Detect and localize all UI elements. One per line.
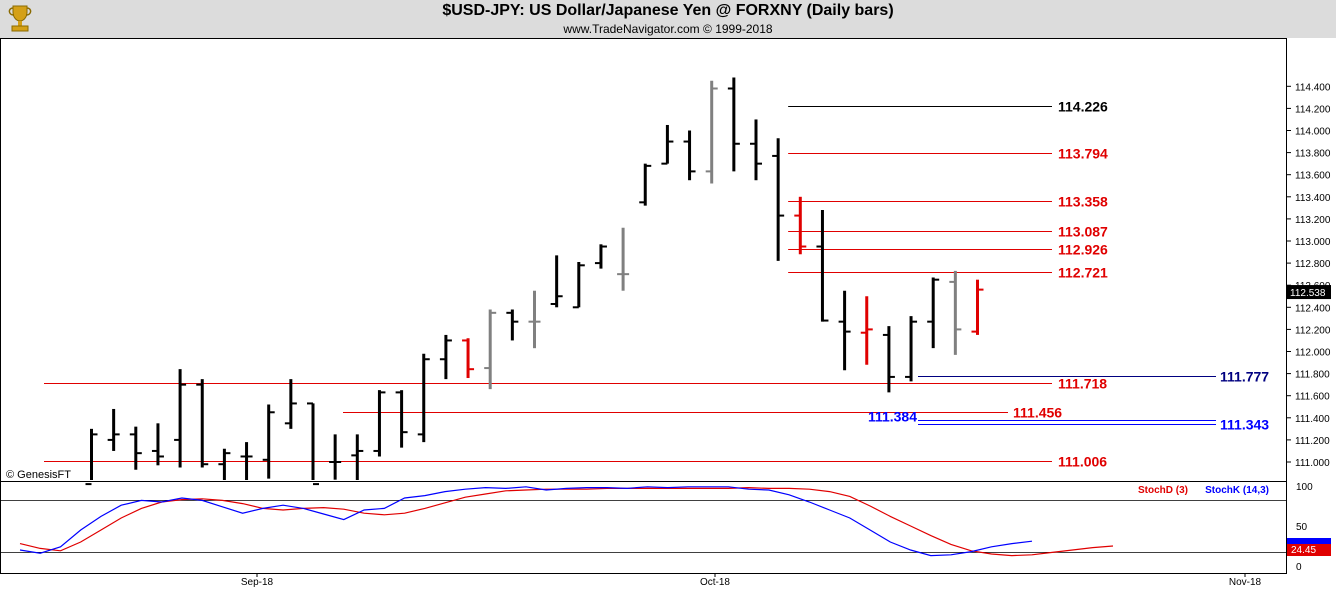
- price-bar: [816, 210, 829, 322]
- y-tick-label: 111.400: [1295, 414, 1330, 425]
- price-bar: [307, 402, 319, 486]
- price-bar: [240, 442, 253, 480]
- price-bar: [462, 338, 475, 379]
- level-label: 112.926: [1058, 242, 1108, 258]
- level-label: 111.718: [1058, 376, 1107, 392]
- price-bar: [683, 130, 696, 181]
- stochd-value: 24.45: [1291, 545, 1316, 556]
- stochd-value-box: [1287, 544, 1331, 556]
- price-bar: [262, 404, 275, 479]
- current-price-label: 112.538: [1290, 288, 1326, 299]
- stoch-line: [19, 486, 1033, 557]
- y-tick-label: 111.200: [1295, 436, 1330, 447]
- price-bar: [218, 448, 231, 480]
- price-bar: [329, 434, 342, 480]
- level-label: 112.721: [1058, 265, 1108, 281]
- price-bar: [395, 390, 408, 448]
- stochastic-panel-frame: [0, 481, 1287, 574]
- price-bar: [284, 379, 297, 429]
- price-bar: [794, 196, 807, 255]
- price-bar: [882, 326, 895, 393]
- price-bar: [196, 379, 209, 468]
- stoch-y-label: 100: [1296, 482, 1313, 493]
- price-bar: [949, 270, 962, 355]
- y-tick-label: 113.800: [1295, 149, 1331, 160]
- y-tick-label: 112.400: [1295, 303, 1331, 314]
- y-tick-label: 112.000: [1295, 348, 1331, 359]
- level-label: 111.384: [868, 409, 917, 425]
- y-tick-label: 113.000: [1295, 237, 1331, 248]
- y-tick-label: 113.200: [1295, 215, 1331, 226]
- price-bar: [905, 316, 918, 382]
- price-bar: [506, 309, 519, 341]
- chart-title: $USD-JPY: US Dollar/Japanese Yen @ FORXN…: [442, 2, 894, 19]
- level-label: 111.456: [1013, 405, 1062, 421]
- price-bar: [661, 124, 674, 165]
- date-axis: Sep-18 Oct-18 Nov-18: [241, 573, 1262, 588]
- price-bar: [971, 279, 984, 335]
- chart-header: $USD-JPY: US Dollar/Japanese Yen @ FORXN…: [0, 0, 1336, 38]
- price-bar: [439, 334, 452, 380]
- level-label: 111.343: [1220, 417, 1269, 433]
- y-tick-label: 114.400: [1295, 82, 1331, 93]
- y-tick-label: 111.600: [1295, 392, 1330, 403]
- level-label: 111.777: [1220, 369, 1269, 385]
- price-bar: [174, 369, 187, 468]
- price-bar: [594, 244, 607, 269]
- price-bar: [550, 255, 563, 308]
- legend-stochk: StochK (14,3): [1205, 485, 1269, 496]
- level-label: 113.794: [1058, 146, 1108, 162]
- trophy-icon: [8, 5, 32, 32]
- y-tick-label: 113.600: [1295, 171, 1331, 182]
- x-tick-label: Nov-18: [1229, 577, 1262, 588]
- price-bar: [351, 434, 364, 480]
- chart-subtitle: www.TradeNavigator.com © 1999-2018: [563, 22, 773, 36]
- price-bar: [151, 423, 164, 466]
- level-label: 111.006: [1058, 454, 1107, 470]
- plot-frames: [0, 38, 1287, 574]
- price-bar: [927, 277, 940, 349]
- x-tick-label: Sep-18: [241, 577, 274, 588]
- price-bar: [107, 408, 120, 451]
- price-bars: [85, 77, 984, 486]
- price-bar: [129, 426, 142, 470]
- price-axis: 114.400 114.200 114.000 113.800 113.600 113.4…: [1287, 82, 1331, 469]
- price-bar: [528, 290, 541, 349]
- stochastic-legend: StochD (3) StochK (14,3): [1138, 485, 1269, 496]
- price-bar: [617, 227, 630, 291]
- current-price-box: [1287, 285, 1331, 300]
- x-tick-label: Oct-18: [700, 577, 730, 588]
- price-bar: [484, 309, 497, 390]
- stoch-y-label: 0: [1296, 562, 1302, 573]
- y-tick-label: 112.800: [1295, 259, 1331, 270]
- price-bar: [85, 428, 98, 486]
- y-tick-label: 114.000: [1295, 127, 1331, 138]
- price-bar: [572, 261, 585, 309]
- stoch-y-label: 50: [1296, 522, 1308, 533]
- price-bar: [772, 138, 785, 261]
- y-tick-label: 114.200: [1295, 104, 1331, 115]
- level-label: 113.087: [1058, 224, 1108, 240]
- level-label: 113.358: [1058, 194, 1108, 210]
- y-tick-label: 111.000: [1295, 458, 1330, 469]
- price-bar: [639, 163, 652, 206]
- y-tick-label: 112.200: [1295, 325, 1331, 336]
- level-label: 114.226: [1058, 99, 1108, 115]
- y-tick-label: 113.400: [1295, 193, 1331, 204]
- watermark: © GenesisFT: [6, 469, 71, 481]
- stochastic-panel: 100 50 0 24.45: [1, 482, 1331, 573]
- price-bar: [727, 77, 740, 172]
- price-bar: [750, 119, 762, 181]
- price-bar: [860, 296, 873, 365]
- price-bar: [705, 80, 718, 184]
- price-bar: [417, 353, 430, 443]
- stochk-marker: [1287, 538, 1331, 544]
- legend-stochd: StochD (3): [1138, 485, 1188, 496]
- price-bar: [838, 290, 851, 371]
- stoch-line: [19, 486, 1114, 557]
- support-resistance-levels: 114.226 113.794 113.358 113.087 112.926 112.7…: [44, 99, 1269, 470]
- price-bar: [373, 390, 386, 457]
- y-tick-label: 111.800: [1295, 370, 1330, 381]
